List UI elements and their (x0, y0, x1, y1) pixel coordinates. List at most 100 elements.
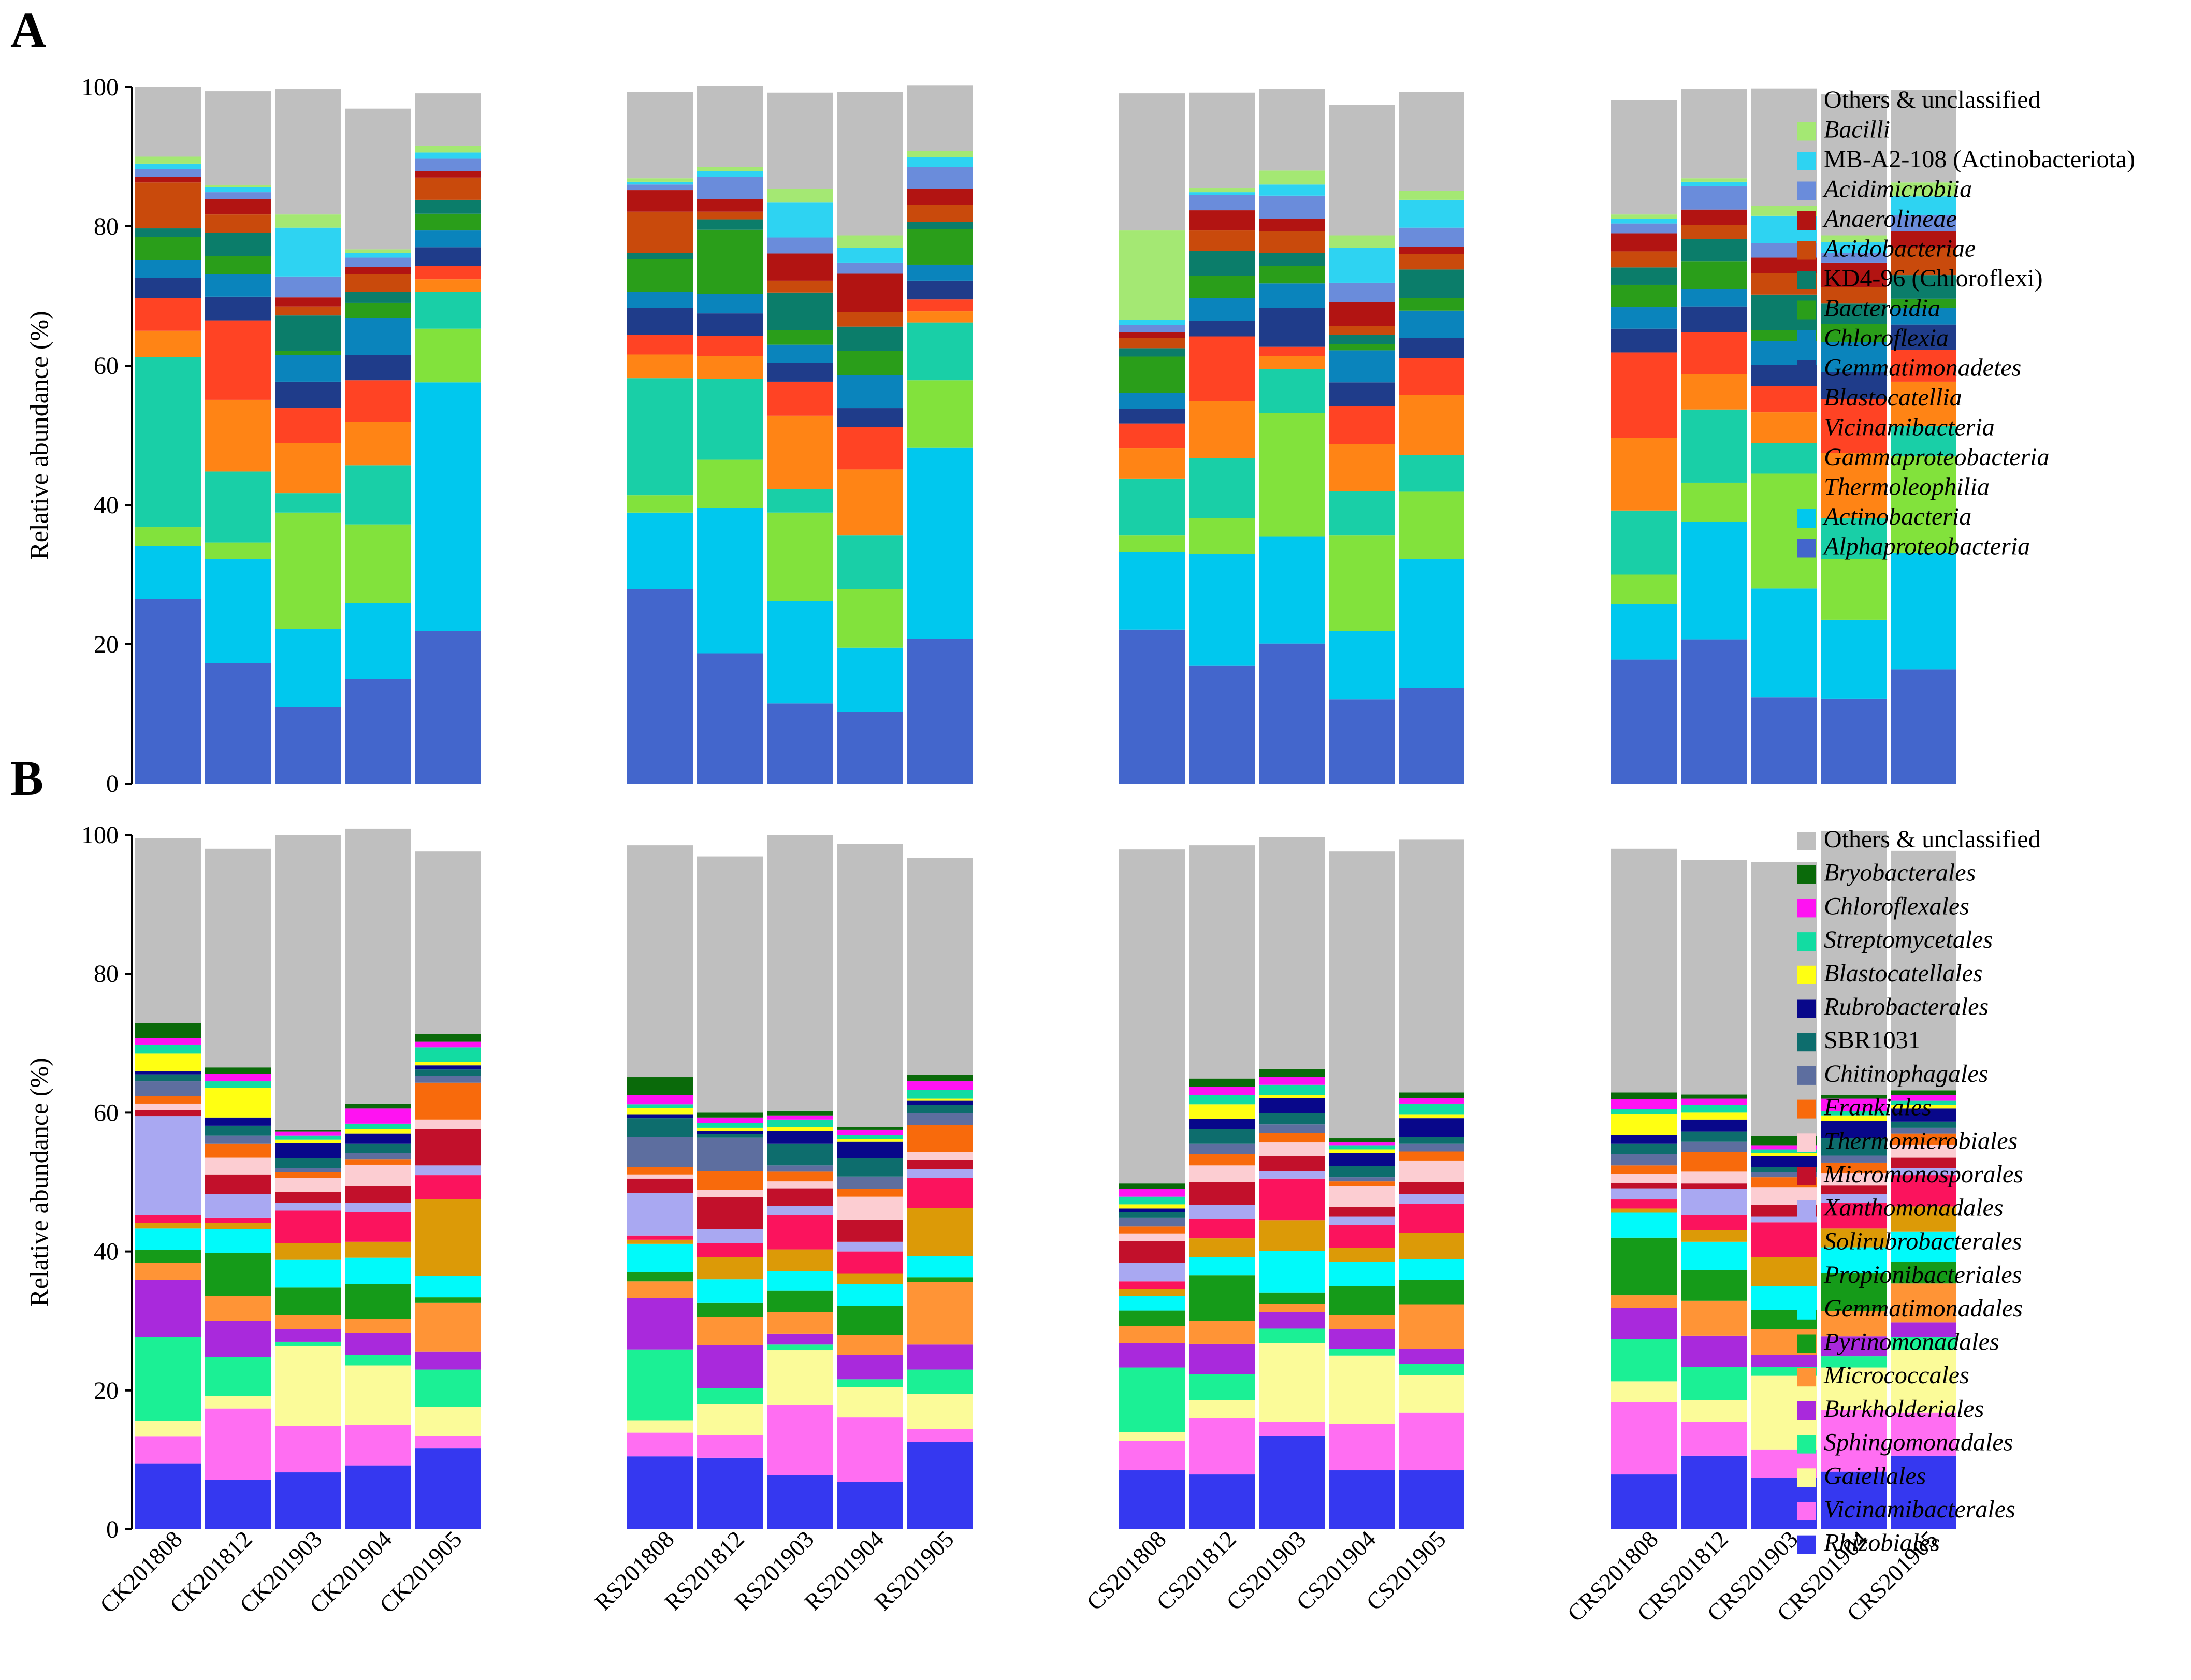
bar-segment (1821, 262, 1887, 287)
bar-segment (415, 266, 481, 280)
bar-segment (767, 1143, 833, 1166)
bar-segment (275, 1345, 341, 1426)
bar-segment (1399, 247, 1464, 254)
bar-segment (767, 1344, 833, 1351)
bar-segment (1821, 287, 1887, 304)
bar-segment (907, 1113, 973, 1125)
bar-segment (1751, 697, 1817, 784)
bar-segment (1891, 1121, 1956, 1128)
legend-label: Bryobacterales (1824, 859, 1976, 887)
bar-segment (1329, 631, 1395, 700)
bar-segment (275, 89, 341, 215)
bar-segment (1259, 643, 1325, 784)
bar-segment (627, 292, 693, 308)
bar-segment (837, 535, 903, 589)
bar-segment (135, 527, 201, 546)
bar-segment (1189, 845, 1255, 1079)
bar-segment (767, 1115, 833, 1120)
bar-segment (1821, 1173, 1887, 1186)
bar-segment (345, 1108, 411, 1124)
legend-label: Alphaproteobacteria (1822, 533, 2030, 560)
bar-segment (1399, 1375, 1464, 1413)
bar-segment (1611, 223, 1677, 234)
bar-segment (1329, 535, 1395, 631)
bar-segment (135, 1044, 201, 1054)
bar-segment (1681, 482, 1747, 522)
legend-swatch (1797, 1200, 1816, 1219)
legend-label: KD4-96 (Chloroflexi) (1824, 265, 2043, 292)
bar-segment (1259, 283, 1325, 308)
bar-segment (767, 1249, 833, 1271)
bar-segment (1189, 458, 1255, 518)
bar-segment (1189, 1165, 1255, 1182)
bar-segment (837, 92, 903, 236)
bar-segment (205, 1194, 271, 1218)
bar-segment (1821, 303, 1887, 324)
bar-segment (1681, 89, 1747, 179)
bar-segment (1399, 1349, 1464, 1364)
bar-segment (627, 1166, 693, 1175)
bar-segment (1399, 1092, 1464, 1098)
bar-segment (1189, 1418, 1255, 1475)
bar-segment (345, 1186, 411, 1203)
bar-segment (907, 264, 973, 281)
bar-segment (1189, 401, 1255, 458)
bar-segment (1329, 1181, 1395, 1186)
bar-segment (837, 1355, 903, 1380)
bar-segment (275, 512, 341, 629)
legend-label: Frankiales (1823, 1094, 1932, 1121)
bar-segment (907, 1429, 973, 1442)
bar-segment (1611, 100, 1677, 215)
bar-segment (1681, 1335, 1747, 1367)
legend-label: Others & unclassified (1824, 825, 2041, 853)
bar-segment (345, 1319, 411, 1333)
bar-segment (205, 559, 271, 663)
bar-segment (135, 298, 201, 331)
bar-segment (1681, 860, 1747, 1095)
bar-segment (1681, 289, 1747, 307)
bar-segment (1681, 1230, 1747, 1242)
bar-segment (345, 292, 411, 303)
bar-segment (1681, 1152, 1747, 1172)
bar-segment (1611, 574, 1677, 604)
bar-segment (627, 1239, 693, 1244)
bar-segment (415, 1062, 481, 1066)
bar-segment (1821, 1311, 1887, 1337)
bar-segment (205, 1125, 271, 1136)
bar-segment (837, 375, 903, 409)
bar-segment (1821, 1471, 1887, 1529)
legend-label: Gaiellales (1824, 1462, 1926, 1489)
bar-segment (1259, 89, 1325, 171)
bar-segment (627, 1272, 693, 1282)
bar-segment (767, 330, 833, 345)
bar-segment (1891, 426, 1956, 456)
bar-segment (205, 1229, 271, 1253)
bar-segment (1329, 1248, 1395, 1262)
bar-segment (697, 1279, 763, 1303)
bar-segment (767, 237, 833, 254)
bar-segment (135, 237, 201, 260)
bar-segment (345, 465, 411, 525)
bar-segment (345, 603, 411, 679)
bar-segment (837, 1141, 903, 1158)
bar-segment (837, 248, 903, 263)
bar-segment (275, 1243, 341, 1260)
bar-segment (1119, 1226, 1185, 1234)
bar-segment (837, 1251, 903, 1274)
bar-segment (205, 187, 271, 193)
bar-segment (837, 1241, 903, 1252)
bar-segment (907, 380, 973, 448)
bar-segment (1329, 1355, 1395, 1424)
bar-segment (837, 1139, 903, 1142)
y-tick-label: 0 (106, 770, 119, 798)
bar-segment (345, 1333, 411, 1355)
bar-segment (1611, 1114, 1677, 1135)
bar-segment (1329, 1329, 1395, 1349)
bar-segment (1329, 1186, 1395, 1207)
bar-segment (1821, 1410, 1887, 1472)
legend-swatch (1797, 1033, 1816, 1052)
bar-segment (1399, 1470, 1464, 1529)
bar-segment (627, 92, 693, 179)
bar-segment (1259, 184, 1325, 196)
bar-segment (697, 1345, 763, 1388)
